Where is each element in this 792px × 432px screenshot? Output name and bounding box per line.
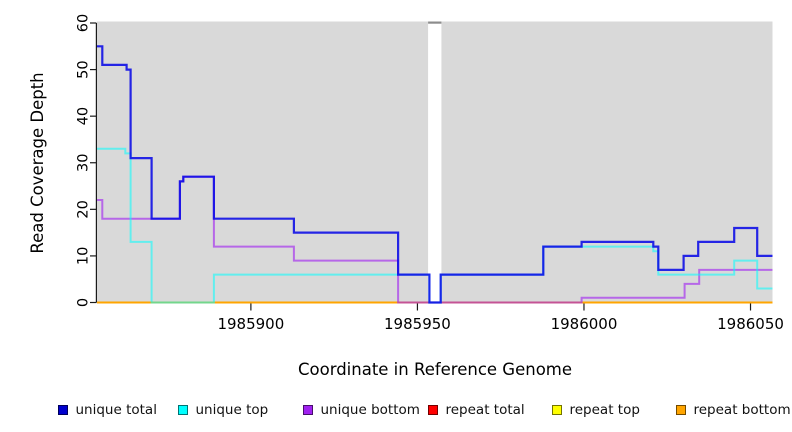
y-tick-label: 20 <box>76 200 92 218</box>
reference-gap-cap <box>428 21 442 24</box>
y-tick-label: 50 <box>76 60 92 78</box>
y-tick-label: 60 <box>76 14 92 32</box>
x-axis-title: Coordinate in Reference Genome <box>297 360 573 379</box>
reference-gap-band <box>428 21 442 303</box>
y-tick-label: 30 <box>76 154 92 172</box>
x-tick-label: 1986050 <box>717 315 784 333</box>
x-tick-label: 1986000 <box>551 315 618 333</box>
y-tick-label: 10 <box>76 247 92 265</box>
y-axis-title: Read Coverage Depth <box>28 72 47 254</box>
y-tick-label: 0 <box>76 298 92 307</box>
y-tick-label: 40 <box>76 107 92 125</box>
x-tick-label: 1985900 <box>217 315 284 333</box>
x-tick-label: 1985950 <box>384 315 451 333</box>
series-unique-total <box>97 45 773 304</box>
